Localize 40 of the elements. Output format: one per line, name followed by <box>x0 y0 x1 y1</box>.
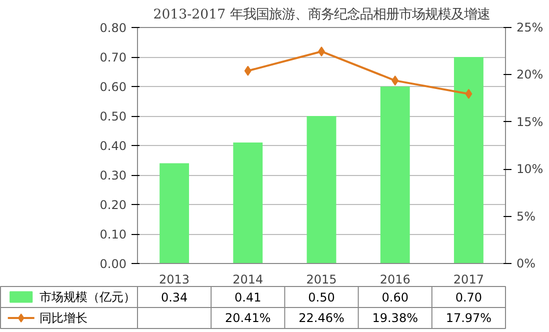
x-tick-label: 2014 <box>232 272 264 286</box>
chart-title: 2013-2017 年我国旅游、商务纪念品相册市场规模及增速 <box>153 8 490 22</box>
point <box>244 66 252 76</box>
y2-tick-label: 15% <box>516 114 544 129</box>
legend-label: 同比增长 <box>40 311 88 325</box>
data-label: 0.70 <box>455 290 482 304</box>
y-tick-label: 0.40 <box>100 139 126 153</box>
legend-label: 市场规模（亿元） <box>40 290 136 304</box>
data-label: 22.46% <box>298 311 344 325</box>
data-label: 19.38% <box>372 311 418 325</box>
y2-tick-label: 5% <box>516 209 536 224</box>
bar <box>233 142 263 264</box>
y2-tick-label: 25% <box>516 20 544 34</box>
y-tick-label: 0.10 <box>100 228 126 242</box>
point <box>465 88 472 99</box>
data-label: 0.60 <box>382 290 408 304</box>
bar <box>306 116 336 264</box>
y-tick-label: 0.60 <box>100 80 126 94</box>
x-tick-label: 2017 <box>453 272 484 286</box>
y2-tick-label: 0% <box>516 256 536 270</box>
data-label: 0.41 <box>234 290 262 304</box>
y-tick-label: 0.50 <box>100 110 126 124</box>
bar <box>454 57 484 264</box>
x-tick-label: 2016 <box>380 272 410 286</box>
data-label: 0.50 <box>308 290 335 304</box>
y2-tick-label: 10% <box>516 162 544 176</box>
y2-tick-label: 20% <box>516 68 544 82</box>
bar <box>380 86 410 264</box>
y-tick-label: 0.70 <box>100 50 126 64</box>
data-label: 0.34 <box>160 290 188 304</box>
y-tick-label: 0.00 <box>100 257 126 271</box>
x-tick-label: 2013 <box>159 272 190 286</box>
y-tick-label: 0.80 <box>100 21 126 35</box>
data-label: 17.97% <box>446 311 492 325</box>
y-tick-label: 0.30 <box>100 168 126 182</box>
y-tick-label: 0.20 <box>100 198 126 212</box>
point <box>392 76 399 86</box>
bar <box>160 163 190 264</box>
data-label: 20.41% <box>225 311 271 325</box>
x-tick-label: 2015 <box>306 272 337 286</box>
